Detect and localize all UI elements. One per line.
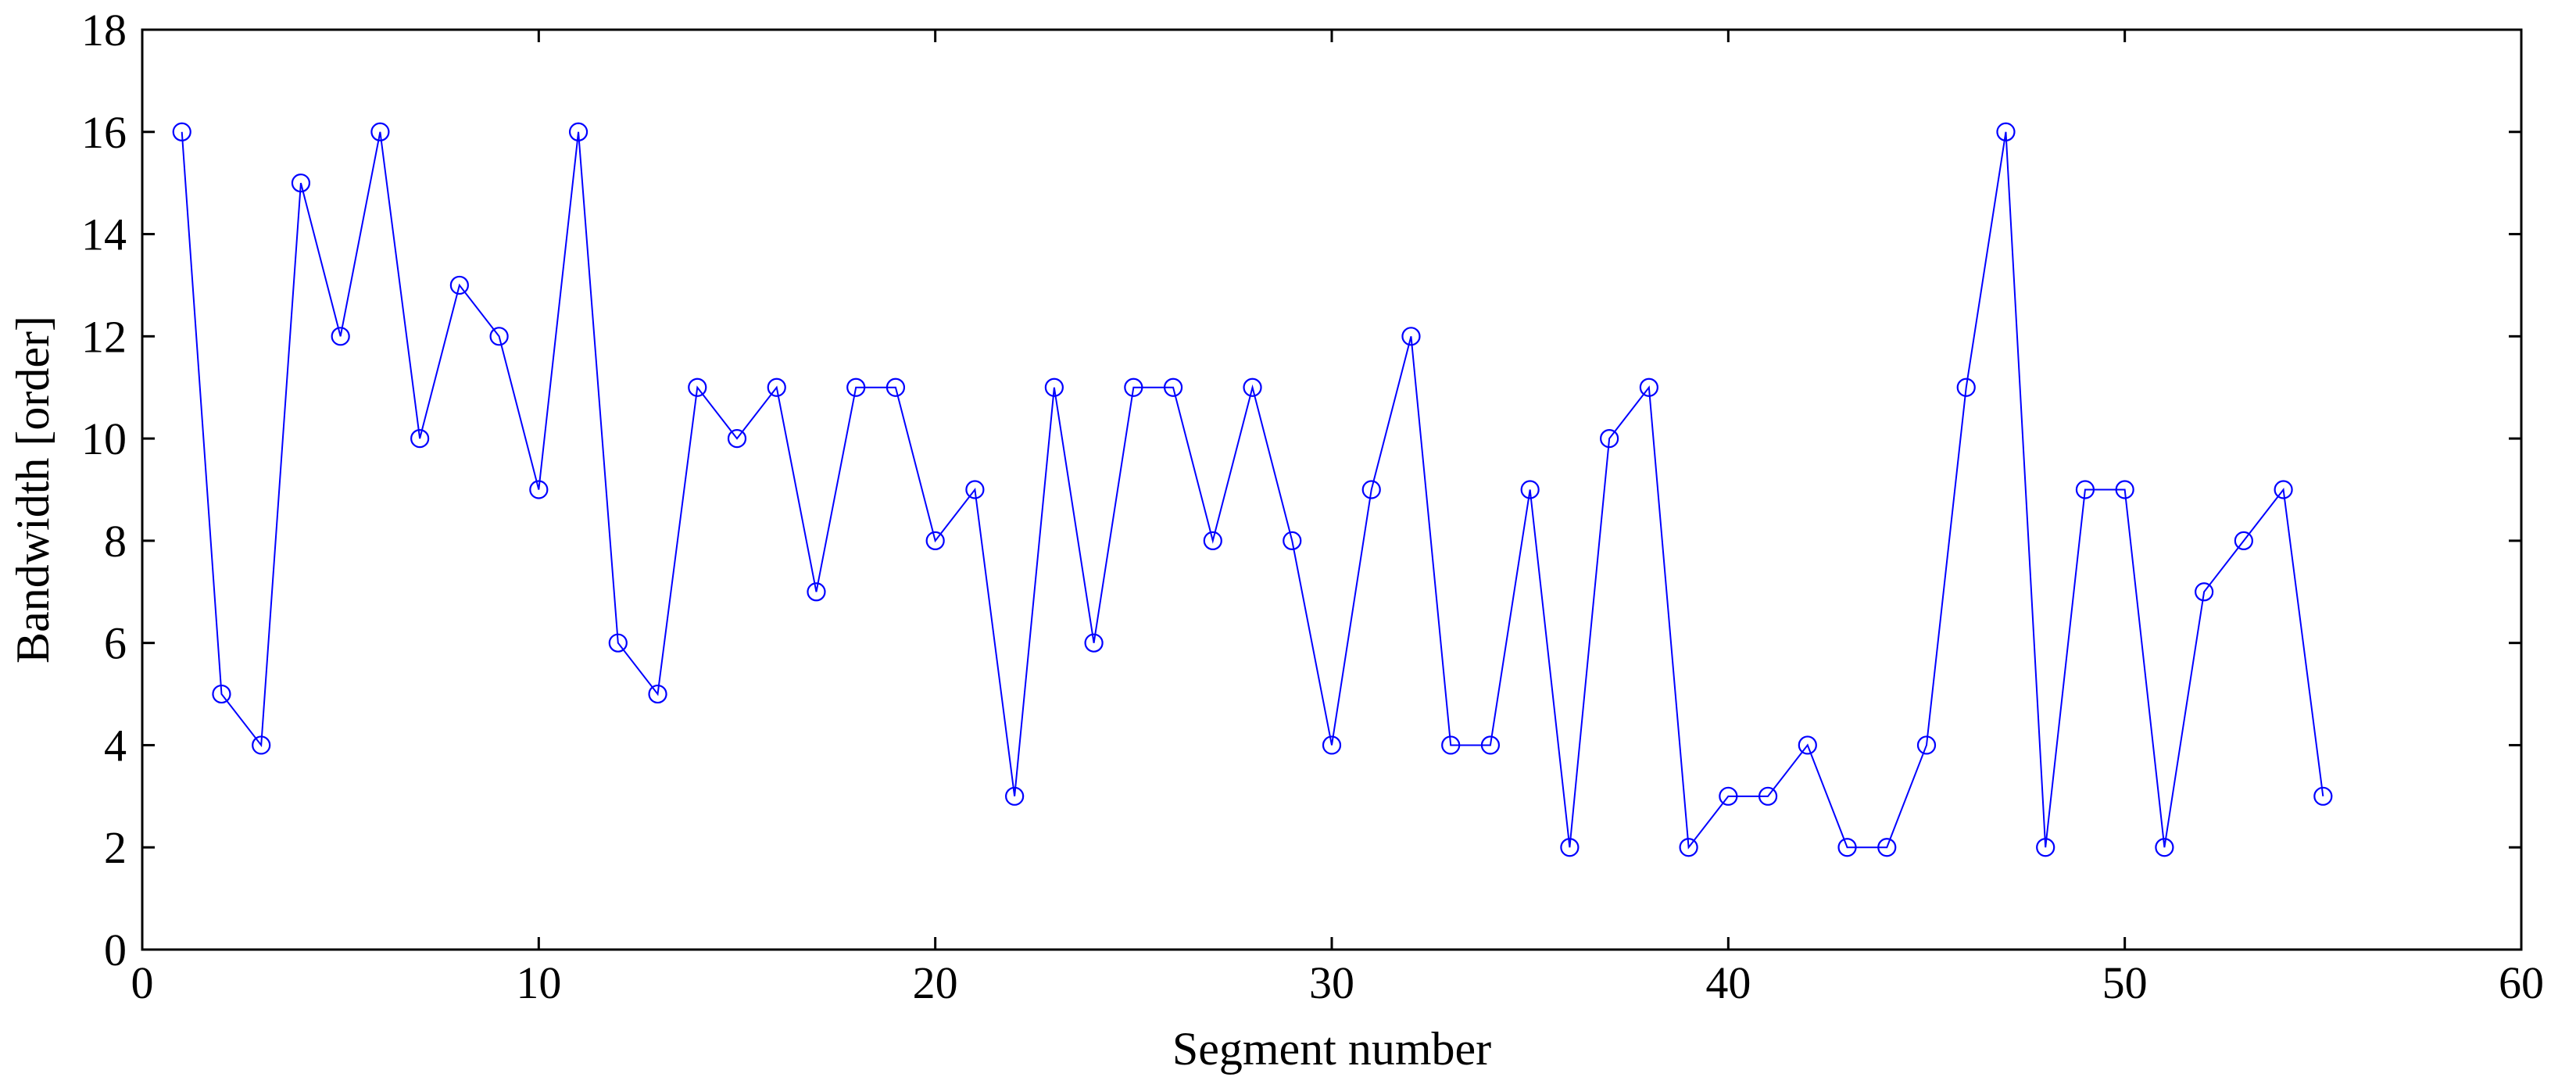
data-point (1837, 838, 1857, 857)
data-point (1916, 735, 1937, 755)
data-point (252, 735, 271, 755)
data-point (925, 531, 945, 550)
x-tick-label: 0 (131, 957, 154, 1008)
data-point (1243, 377, 1262, 397)
data-point (2234, 531, 2253, 550)
data-point (608, 633, 628, 653)
data-point (1203, 531, 1222, 550)
y-axis-label: Bandwidth [order] (7, 316, 59, 664)
data-point (1163, 377, 1183, 397)
data-point (568, 122, 589, 141)
data-point (1719, 786, 1738, 806)
data-point (1124, 377, 1143, 397)
axes (141, 28, 2523, 951)
y-tick-label: 6 (104, 618, 127, 669)
data-point (886, 377, 906, 397)
data-point (1005, 786, 1025, 806)
y-tick-label: 8 (104, 516, 127, 567)
data-point (2036, 838, 2055, 857)
data-point (1520, 480, 1540, 499)
data-point (1560, 838, 1580, 857)
data-point (1283, 531, 1302, 550)
x-tick-label: 20 (913, 957, 958, 1008)
x-tick-label: 30 (1309, 957, 1354, 1008)
data-point (1084, 633, 1104, 653)
data-point (331, 327, 350, 346)
y-tick-label: 4 (104, 720, 127, 771)
data-point (1441, 735, 1461, 755)
data-point (370, 122, 390, 141)
data-point (1679, 838, 1698, 857)
y-tick-label: 12 (81, 311, 127, 362)
data-point (449, 275, 469, 295)
y-tick-label: 16 (81, 107, 127, 158)
data-point (965, 480, 985, 499)
data-point (1044, 377, 1064, 397)
data-point (2313, 786, 2333, 806)
x-tick-label: 60 (2499, 957, 2544, 1008)
x-tick-label: 50 (2102, 957, 2148, 1008)
data-point (1639, 377, 1658, 397)
y-tick-label: 10 (81, 413, 127, 464)
data-point (2075, 480, 2095, 499)
series-line (181, 131, 2324, 850)
data-point (2155, 838, 2174, 857)
data-point (2274, 480, 2293, 499)
data-point (1480, 735, 1501, 755)
data-point (529, 480, 549, 499)
data-point (767, 377, 786, 397)
x-tick-label: 40 (1705, 957, 1751, 1008)
data-point (1877, 838, 1897, 857)
data-point (727, 429, 747, 449)
data-point (1956, 377, 1976, 397)
y-tick-label: 0 (104, 925, 127, 975)
data-point (1322, 735, 1342, 755)
data-point (1401, 327, 1421, 346)
y-tick-label: 2 (104, 822, 127, 873)
x-axis-label: Segment number (1172, 1023, 1491, 1075)
data-point (846, 377, 866, 397)
data-point (1996, 122, 2016, 141)
data-point (1798, 735, 1817, 755)
data-point (291, 174, 311, 193)
tick-labels: 0 10 20 30 40 50 60 0 2 4 6 8 10 12 14 16 18 (81, 5, 2544, 1008)
data-point (688, 377, 707, 397)
data-point (1361, 480, 1381, 499)
y-tick-label: 14 (81, 209, 127, 260)
data-point (2115, 480, 2134, 499)
data-point (489, 327, 509, 346)
data-point (807, 582, 826, 602)
data-point (212, 684, 231, 704)
data-point (172, 122, 191, 141)
x-tick-label: 10 (516, 957, 561, 1008)
data-point (2195, 582, 2214, 602)
data-point (1758, 786, 1778, 806)
series-layer (172, 122, 2333, 857)
data-point (648, 684, 667, 704)
data-point (410, 429, 430, 449)
data-point (1600, 429, 1619, 449)
y-tick-label: 18 (81, 5, 127, 55)
